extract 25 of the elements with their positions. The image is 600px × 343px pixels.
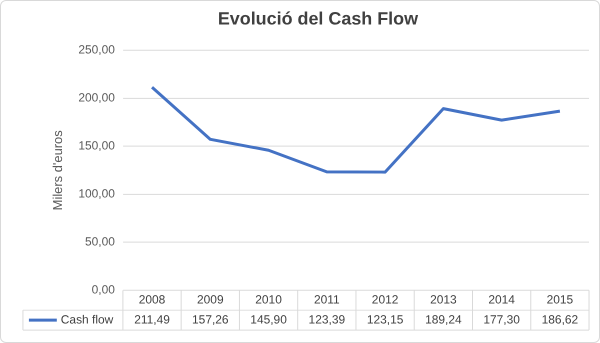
x-tick-label: 2009	[197, 292, 224, 307]
y-tick-label: 250,00	[78, 42, 116, 57]
data-label: 177,30	[483, 312, 520, 326]
x-tick-label: 2015	[546, 292, 574, 307]
x-tick-label: 2011	[314, 292, 340, 307]
legend-label: Cash flow	[60, 312, 114, 326]
data-label: 189,24	[425, 312, 462, 326]
data-label: 186,62	[542, 312, 579, 326]
data-label: 123,15	[366, 312, 404, 326]
x-tick-label: 2010	[255, 292, 282, 307]
x-tick-label: 2012	[372, 292, 399, 307]
y-tick-label: 0,00	[92, 282, 116, 297]
data-label: 211,49	[134, 312, 170, 326]
y-tick-label: 150,00	[78, 138, 116, 153]
data-label: 157,26	[192, 312, 229, 326]
x-tick-label: 2014	[488, 292, 516, 307]
x-tick-label: 2008	[138, 292, 166, 307]
x-tick-label: 2013	[430, 292, 458, 307]
data-label: 145,90	[250, 312, 288, 326]
chart-title: Evolució del Cash Flow	[218, 8, 418, 29]
y-tick-label: 100,00	[78, 186, 116, 201]
y-tick-label: 200,00	[78, 90, 116, 105]
data-label: 123,39	[308, 312, 346, 326]
y-tick-label: 50,00	[85, 234, 116, 249]
y-axis-title: Milers d'euros	[50, 130, 66, 210]
